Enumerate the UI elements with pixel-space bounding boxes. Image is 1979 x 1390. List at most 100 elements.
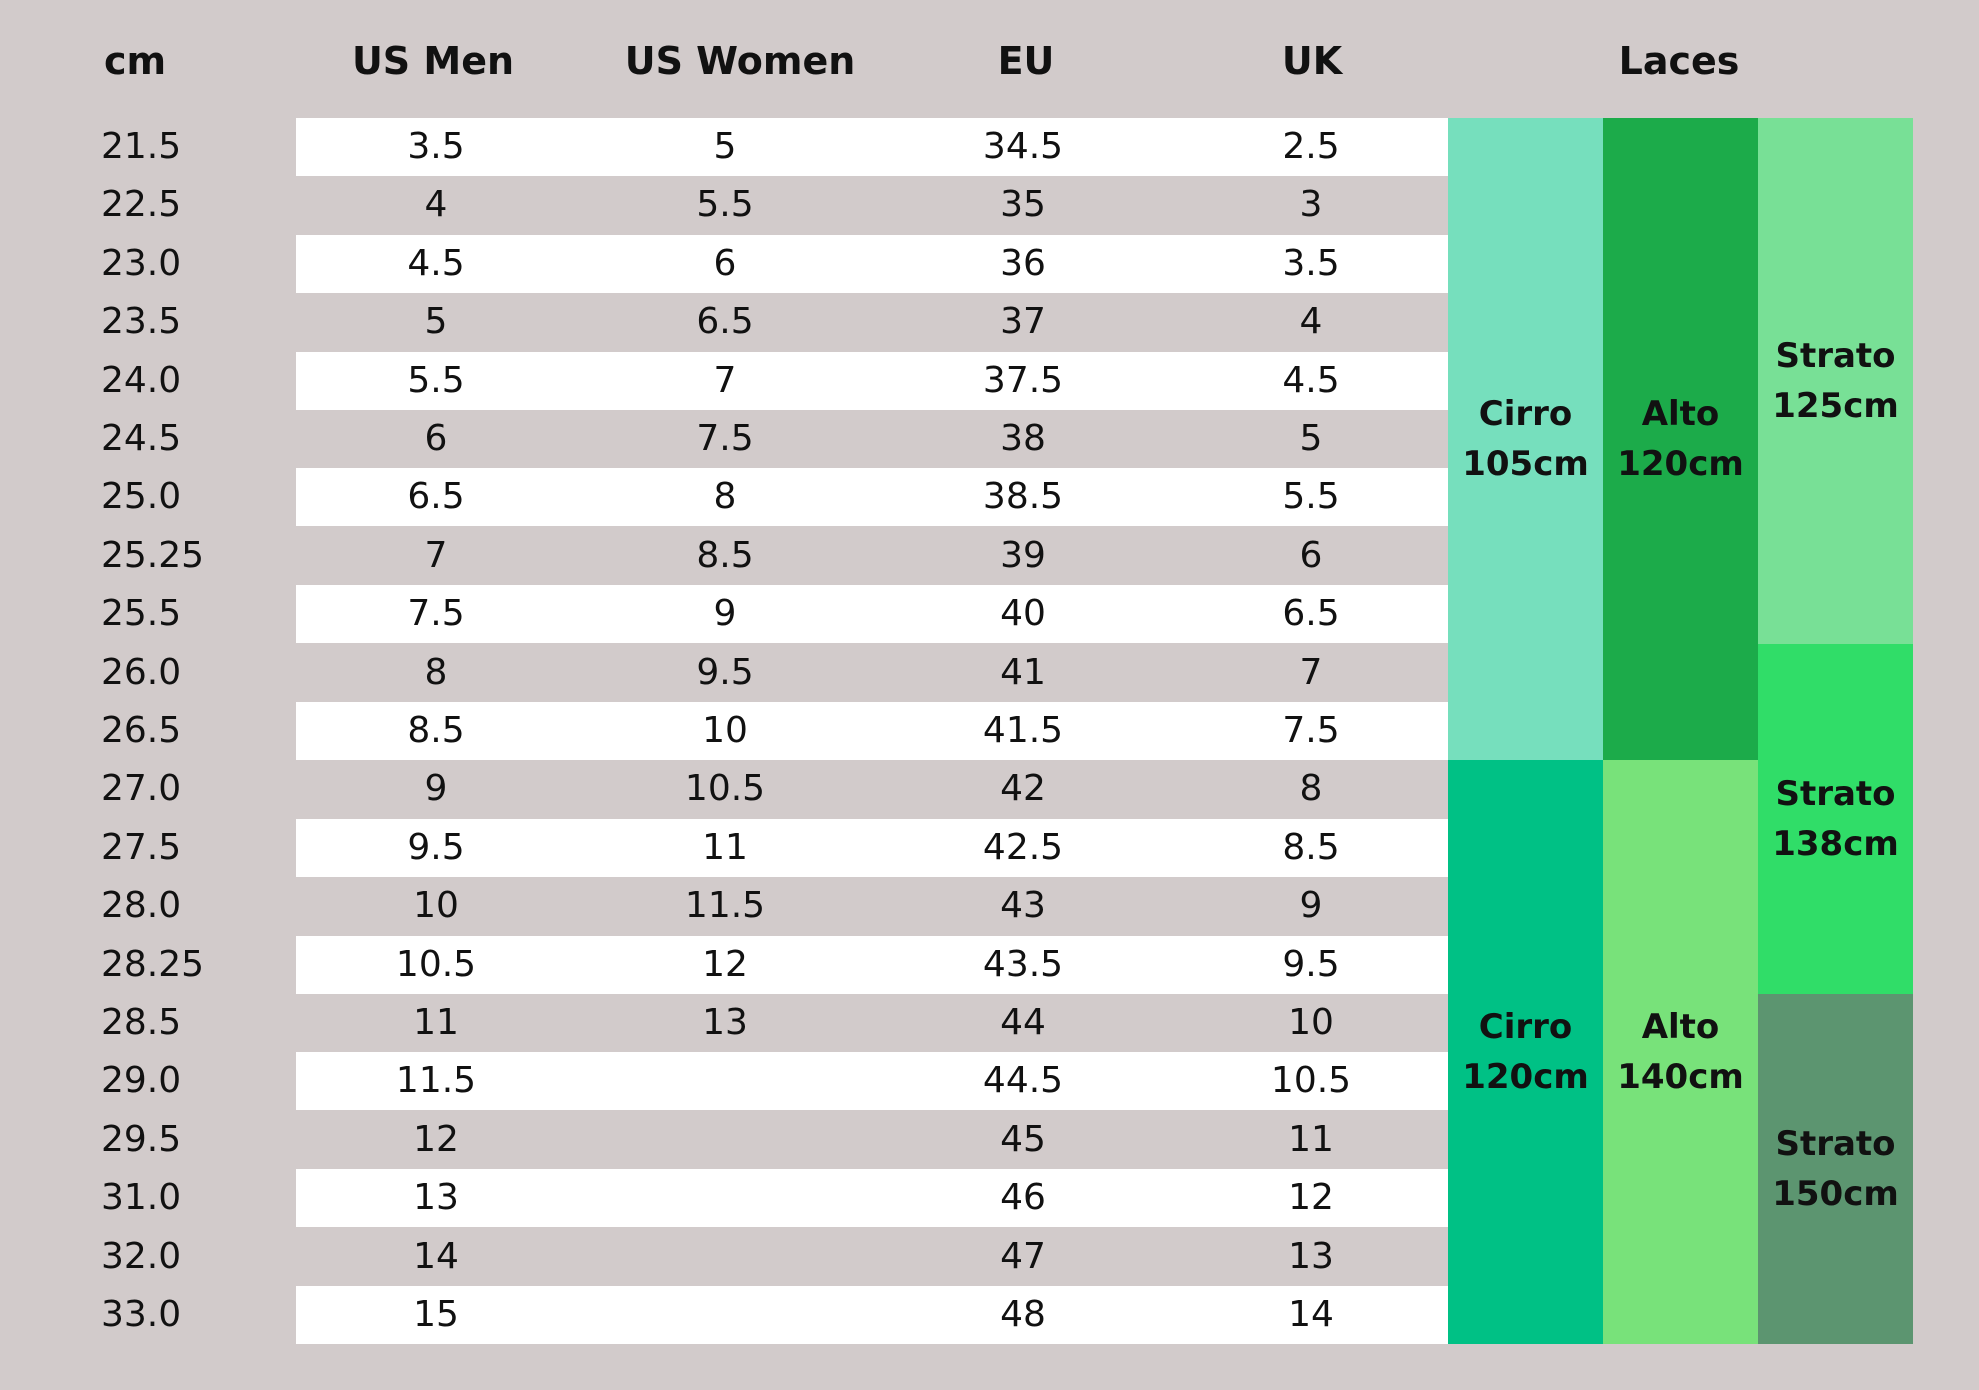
cell-uk: 9.5: [1282, 943, 1340, 985]
cell-us-women: 9.5: [696, 651, 754, 693]
table-row: 26.0 8 9.5 41 7: [0, 644, 1979, 702]
cell-eu: 38.5: [982, 476, 1064, 518]
cell-eu: 43: [1000, 885, 1046, 927]
header-us-women: US Women: [624, 39, 856, 83]
row-band: [296, 1228, 1448, 1286]
cell-uk: 7.5: [1282, 710, 1340, 751]
cell-eu: 35: [1000, 184, 1046, 226]
cell-cm: 25.5: [101, 593, 182, 635]
cell-cm: 24.0: [101, 359, 182, 401]
cell-us-women: 9: [713, 593, 737, 635]
cell-uk: 9: [1299, 885, 1323, 927]
row-band: [296, 644, 1448, 702]
table-row: 27.0 9 10.5 42 8: [0, 760, 1979, 818]
cell-eu: 42: [1000, 768, 1046, 810]
lace-block-alto-140cm: Alto 140cm: [1603, 760, 1758, 1345]
header-eu: EU: [997, 39, 1055, 83]
cell-cm: 33.0: [101, 1294, 182, 1335]
lace-model-label: Strato: [1775, 335, 1896, 376]
cell-uk: 8: [1299, 768, 1323, 810]
table-row: 24.5 6 7.5 38 5: [0, 410, 1979, 468]
lace-block-strato-150cm: Strato 150cm: [1758, 994, 1913, 1345]
cell-uk: 14: [1288, 1294, 1334, 1335]
table-row: 24.0 5.5 7 37.5 4.5: [0, 351, 1979, 410]
row-band: [296, 1052, 1448, 1111]
cell-us-men: 12: [413, 1118, 459, 1160]
lace-length-label: 140cm: [1617, 1057, 1744, 1098]
row-band: [296, 118, 1448, 176]
row-band: [296, 176, 1448, 234]
cell-cm: 23.0: [101, 242, 182, 284]
cell-eu: 38: [1000, 418, 1046, 459]
cell-us-men: 8.5: [407, 710, 465, 751]
cell-cm: 28.25: [101, 943, 205, 985]
cell-eu: 40: [1000, 593, 1046, 635]
cell-uk: 8.5: [1282, 826, 1340, 868]
cell-cm: 31.0: [101, 1177, 182, 1219]
cell-us-women: 5.5: [696, 184, 754, 226]
cell-eu: 39: [1000, 534, 1046, 576]
cell-cm: 28.5: [101, 1002, 182, 1043]
table-row: 32.0 14 47 13: [0, 1228, 1979, 1286]
cell-us-men: 9: [424, 768, 448, 810]
table-row: 28.5 11 13 44 10: [0, 994, 1979, 1052]
cell-eu: 45: [1000, 1118, 1046, 1160]
cell-us-men: 14: [413, 1235, 459, 1277]
row-band: [296, 994, 1448, 1052]
cell-us-men: 10.5: [395, 943, 477, 985]
lace-length-label: 125cm: [1772, 385, 1899, 426]
cell-uk: 3.5: [1282, 242, 1340, 284]
cell-us-women: 5: [713, 126, 737, 167]
cell-cm: 27.5: [101, 826, 182, 868]
cell-eu: 48: [1000, 1294, 1046, 1335]
cell-uk: 3: [1299, 184, 1323, 226]
row-band: [296, 1111, 1448, 1169]
lace-block-strato-138cm: Strato 138cm: [1758, 643, 1913, 994]
table-row: 33.0 15 48 14: [0, 1286, 1979, 1344]
header-uk: UK: [1281, 39, 1343, 83]
cell-cm: 24.5: [101, 418, 182, 459]
cell-eu: 41: [1000, 651, 1046, 693]
cell-uk: 5.5: [1282, 476, 1340, 518]
cell-us-men: 7: [424, 534, 448, 576]
cell-uk: 12: [1288, 1177, 1334, 1219]
cell-eu: 37: [1000, 301, 1046, 343]
cell-eu: 43.5: [982, 943, 1064, 985]
cell-us-women: 8: [713, 476, 737, 518]
cell-us-men: 8: [424, 651, 448, 693]
cell-cm: 26.0: [101, 651, 182, 693]
cell-us-women: 11: [702, 826, 748, 868]
row-band: [296, 760, 1448, 818]
table-row: 25.5 7.5 9 40 6.5: [0, 585, 1979, 644]
cell-eu: 37.5: [982, 359, 1064, 401]
row-band: [296, 702, 1448, 760]
cell-cm: 28.0: [101, 885, 182, 927]
cell-us-women: 7: [713, 359, 737, 401]
cell-us-women: 7.5: [696, 418, 754, 459]
cell-uk: 10: [1288, 1002, 1334, 1043]
cell-us-men: 10: [413, 885, 459, 927]
lace-model-label: Alto: [1641, 394, 1720, 435]
table-row: 23.5 5 6.5 37 4: [0, 293, 1979, 351]
cell-us-men: 5: [424, 301, 448, 343]
row-band: [296, 468, 1448, 527]
cell-uk: 10.5: [1270, 1060, 1352, 1102]
cell-uk: 2.5: [1282, 126, 1340, 167]
cell-cm: 21.5: [101, 126, 182, 167]
lace-length-label: 138cm: [1772, 823, 1899, 864]
cell-eu: 47: [1000, 1235, 1046, 1277]
table-row: 29.0 11.5 44.5 10.5: [0, 1052, 1979, 1111]
cell-us-men: 7.5: [407, 593, 465, 635]
lace-model-label: Strato: [1775, 1124, 1896, 1165]
cell-cm: 23.5: [101, 301, 182, 343]
cell-cm: 29.5: [101, 1118, 182, 1160]
cell-us-women: 10: [702, 710, 748, 751]
header-us-men: US Men: [351, 39, 515, 83]
cell-us-women: 8.5: [696, 534, 754, 576]
cell-eu: 36: [1000, 242, 1046, 284]
lace-length-label: 120cm: [1617, 444, 1744, 485]
row-band: [296, 293, 1448, 351]
table-row: 29.5 12 45 11: [0, 1111, 1979, 1169]
table-row: 28.25 10.5 12 43.5 9.5: [0, 935, 1979, 994]
cell-us-men: 13: [413, 1177, 459, 1219]
